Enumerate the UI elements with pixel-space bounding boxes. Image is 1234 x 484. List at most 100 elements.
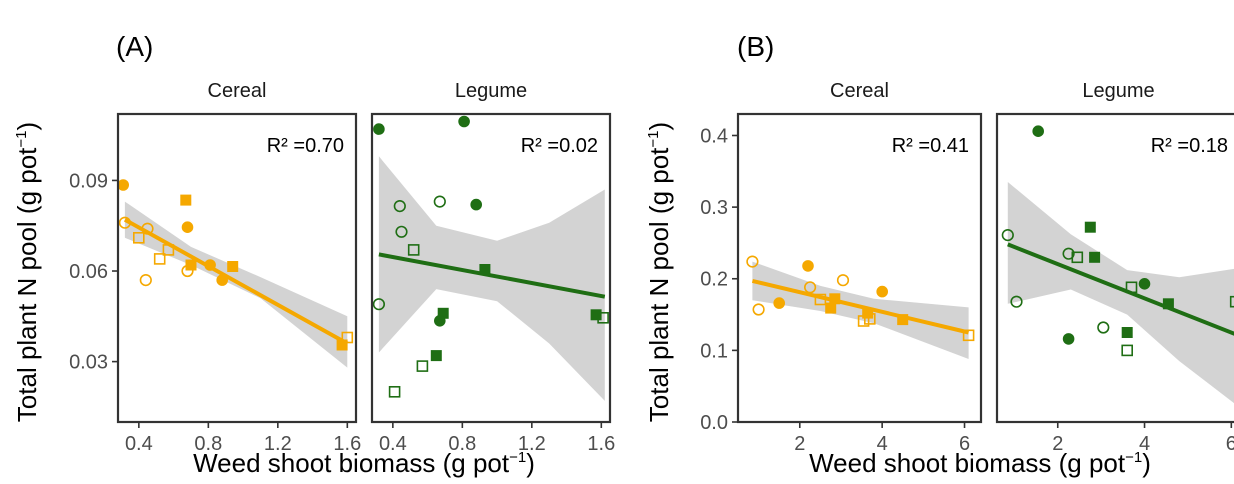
- facet-border: [736, 112, 983, 424]
- confidence-band: [1007, 182, 1234, 404]
- x-tick-label: 1.6: [587, 433, 615, 455]
- data-point: [430, 350, 442, 362]
- x-axis-title-tail: ): [1142, 448, 1151, 478]
- x-axis-title: Weed shoot biomass (g pot−1): [193, 448, 535, 478]
- x-tick-label: 0.8: [194, 433, 222, 455]
- facet-strip-label: Cereal: [830, 80, 889, 102]
- x-tick-label: 4: [877, 433, 888, 455]
- data-point: [773, 297, 786, 309]
- y-axis-title: Total plant N pool (g pot−1): [12, 122, 42, 422]
- y-axis-title-text: Total plant N pool (g pot: [12, 147, 42, 422]
- data-point: [153, 253, 166, 265]
- r-squared-label: R² =0.02: [521, 135, 598, 157]
- regression-line: [1007, 242, 1234, 336]
- x-tick-label: 0.4: [125, 433, 153, 455]
- data-point: [1062, 247, 1075, 260]
- data-point: [1121, 327, 1133, 338]
- data-point: [863, 313, 876, 325]
- facet-legume: Legume R² =0.02 0.4 0.8 1.2 1.6: [370, 80, 615, 455]
- data-point: [434, 315, 446, 327]
- data-point: [803, 281, 817, 294]
- data-point: [470, 198, 483, 211]
- y-tick-label: 0.3: [700, 197, 728, 219]
- data-point: [1097, 321, 1110, 334]
- data-point: [393, 200, 406, 213]
- data-point: [1062, 333, 1075, 345]
- facet-strip-label: Legume: [455, 80, 527, 102]
- x-tick-label: 4: [1139, 433, 1150, 455]
- facet-plot-area: [1001, 125, 1234, 404]
- facet-strip-label: Cereal: [208, 80, 267, 102]
- facet-border: [995, 112, 1234, 424]
- data-point: [407, 244, 420, 256]
- r-squared-label: R² =0.18: [1151, 135, 1228, 157]
- x-axis-title-tail: ): [526, 448, 535, 478]
- x-tick-label: 6: [1226, 433, 1234, 455]
- facet-legume: Legume R² =0.18 2 4 6: [995, 80, 1234, 455]
- data-point: [395, 225, 408, 238]
- confidence-band: [752, 261, 969, 359]
- data-point: [1071, 251, 1084, 264]
- data-point: [388, 385, 401, 398]
- y-tick-label: 0.06: [69, 261, 108, 283]
- y-tick-label: 0.4: [700, 125, 728, 147]
- r-squared-label: R² =0.70: [267, 135, 344, 157]
- y-axis-title: Total plant N pool (g pot−1): [644, 122, 674, 422]
- data-point: [1001, 229, 1014, 242]
- data-point: [825, 302, 837, 314]
- facet-plot-area: [372, 115, 609, 401]
- facet-cereal: Cereal R² =0.70 0.4 0.8 1.2 1.6 0.03 0.06 0.09: [69, 80, 361, 455]
- regression-line: [378, 252, 606, 299]
- data-point: [458, 115, 470, 128]
- data-point: [1032, 125, 1044, 137]
- x-tick-label: 0.8: [448, 433, 476, 455]
- y-axis-title-tail: ): [12, 122, 42, 131]
- data-point: [597, 311, 609, 324]
- data-point: [372, 298, 386, 311]
- confidence-band: [124, 201, 348, 368]
- y-axis-title-tail: ): [644, 122, 674, 131]
- data-point: [416, 360, 429, 372]
- x-tick-label: 1.2: [518, 433, 546, 455]
- x-tick-label: 2: [794, 433, 805, 455]
- data-point: [139, 274, 152, 287]
- x-tick-label: 0.4: [379, 433, 407, 455]
- x-tick-label: 1.2: [264, 433, 292, 455]
- data-point: [181, 221, 194, 233]
- data-point: [1229, 295, 1234, 308]
- x-tick-label: 2: [1052, 433, 1063, 455]
- y-axis-title-superscript: −1: [13, 130, 30, 147]
- y-tick-label: 0.0: [700, 412, 728, 434]
- facet-cereal: Cereal R² =0.41 2 4 6 0.0 0.1 0.2 0.3 0.4: [700, 80, 983, 455]
- confidence-band: [378, 156, 605, 401]
- data-point: [746, 255, 759, 268]
- y-axis-title-text: Total plant N pool (g pot: [644, 147, 674, 422]
- data-point: [752, 303, 765, 316]
- data-point: [1084, 221, 1096, 233]
- data-point: [876, 285, 889, 298]
- data-point: [962, 329, 975, 342]
- data-point: [433, 195, 446, 208]
- data-point: [1010, 295, 1023, 308]
- regression-line: [751, 278, 970, 335]
- data-point: [133, 232, 145, 244]
- y-tick-label: 0.09: [69, 170, 108, 192]
- data-point: [118, 179, 129, 191]
- data-point: [836, 274, 850, 287]
- facet-border: [116, 112, 358, 424]
- x-axis-title-text: Weed shoot biomass (g pot: [809, 448, 1126, 478]
- facet-strip-label: Legume: [1082, 80, 1154, 102]
- data-point: [590, 309, 602, 321]
- panel-label: (A): [116, 31, 153, 62]
- y-tick-label: 0.1: [700, 340, 728, 362]
- facet-plot-area: [118, 179, 354, 368]
- x-tick-label: 1.6: [333, 433, 361, 455]
- x-axis-title-superscript: −1: [1125, 449, 1142, 466]
- data-point: [185, 259, 197, 271]
- y-tick-label: 0.2: [700, 269, 728, 291]
- r-squared-label: R² =0.41: [892, 135, 969, 157]
- data-point: [1138, 278, 1151, 290]
- x-axis-title: Weed shoot biomass (g pot−1): [809, 448, 1151, 478]
- data-point: [180, 194, 192, 206]
